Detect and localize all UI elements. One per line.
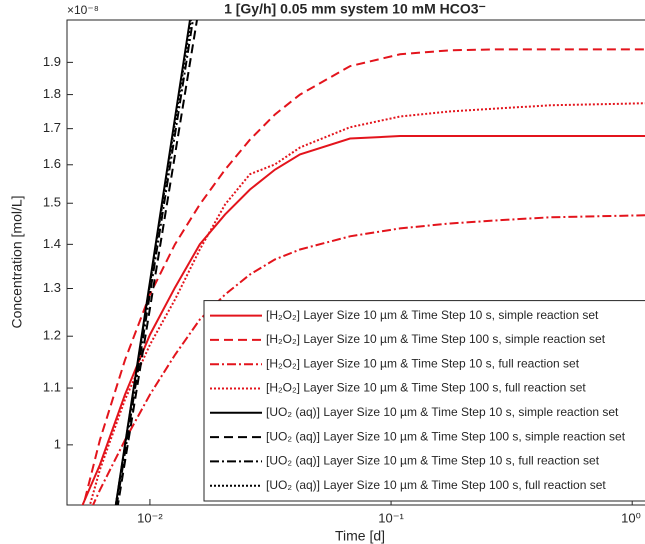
y-tick-label: 1.8: [43, 86, 61, 101]
plot-area: [81, 20, 645, 505]
legend-label: [UO₂ (aq)] Layer Size 10 µm & Time Step …: [266, 478, 606, 492]
series-line: [88, 102, 645, 505]
x-tick-label: 10⁻²: [137, 510, 163, 525]
y-tick-label: 1.9: [43, 54, 61, 69]
y-multiplier: ×10⁻⁸: [67, 3, 99, 17]
legend-label: [UO₂ (aq)] Layer Size 10 µm & Time Step …: [266, 454, 600, 468]
y-tick-label: 1.7: [43, 120, 61, 135]
legend-label: [UO₂ (aq)] Layer Size 10 µm & Time Step …: [266, 405, 619, 419]
y-tick-label: 1.1: [43, 379, 61, 394]
series-line: [91, 214, 645, 505]
series-line: [115, 20, 194, 505]
legend-label: [UO₂ (aq)] Layer Size 10 µm & Time Step …: [266, 429, 626, 443]
chart-title: 1 [Gy/h] 0.05 mm system 10 mM HCO3⁻: [224, 1, 486, 17]
x-tick-label: 10⁻¹: [378, 510, 404, 525]
y-tick-label: 1.6: [43, 156, 61, 171]
y-tick-label: 1: [54, 436, 61, 451]
legend-label: [H₂O₂] Layer Size 10 µm & Time Step 10 s…: [266, 356, 580, 370]
x-axis-label: Time [d]: [335, 528, 385, 544]
legend-box: [203, 300, 645, 502]
legend-label: [H₂O₂] Layer Size 10 µm & Time Step 100 …: [266, 332, 606, 346]
series-line: [83, 48, 645, 500]
y-axis-label: Concentration [mol/L]: [9, 195, 25, 328]
y-tick-label: 1.4: [43, 236, 61, 251]
legend-label: [H₂O₂] Layer Size 10 µm & Time Step 100 …: [266, 381, 586, 395]
y-tick-label: 1.5: [43, 195, 61, 210]
legend-label: [H₂O₂] Layer Size 10 µm & Time Step 10 s…: [266, 308, 599, 322]
series-line: [114, 20, 192, 505]
y-tick-label: 1.2: [43, 328, 61, 343]
series-line: [81, 135, 645, 505]
x-tick-label: 10⁰: [621, 510, 641, 525]
y-tick-label: 1.3: [43, 280, 61, 295]
plot-frame: [66, 19, 645, 506]
series-line: [116, 20, 198, 505]
